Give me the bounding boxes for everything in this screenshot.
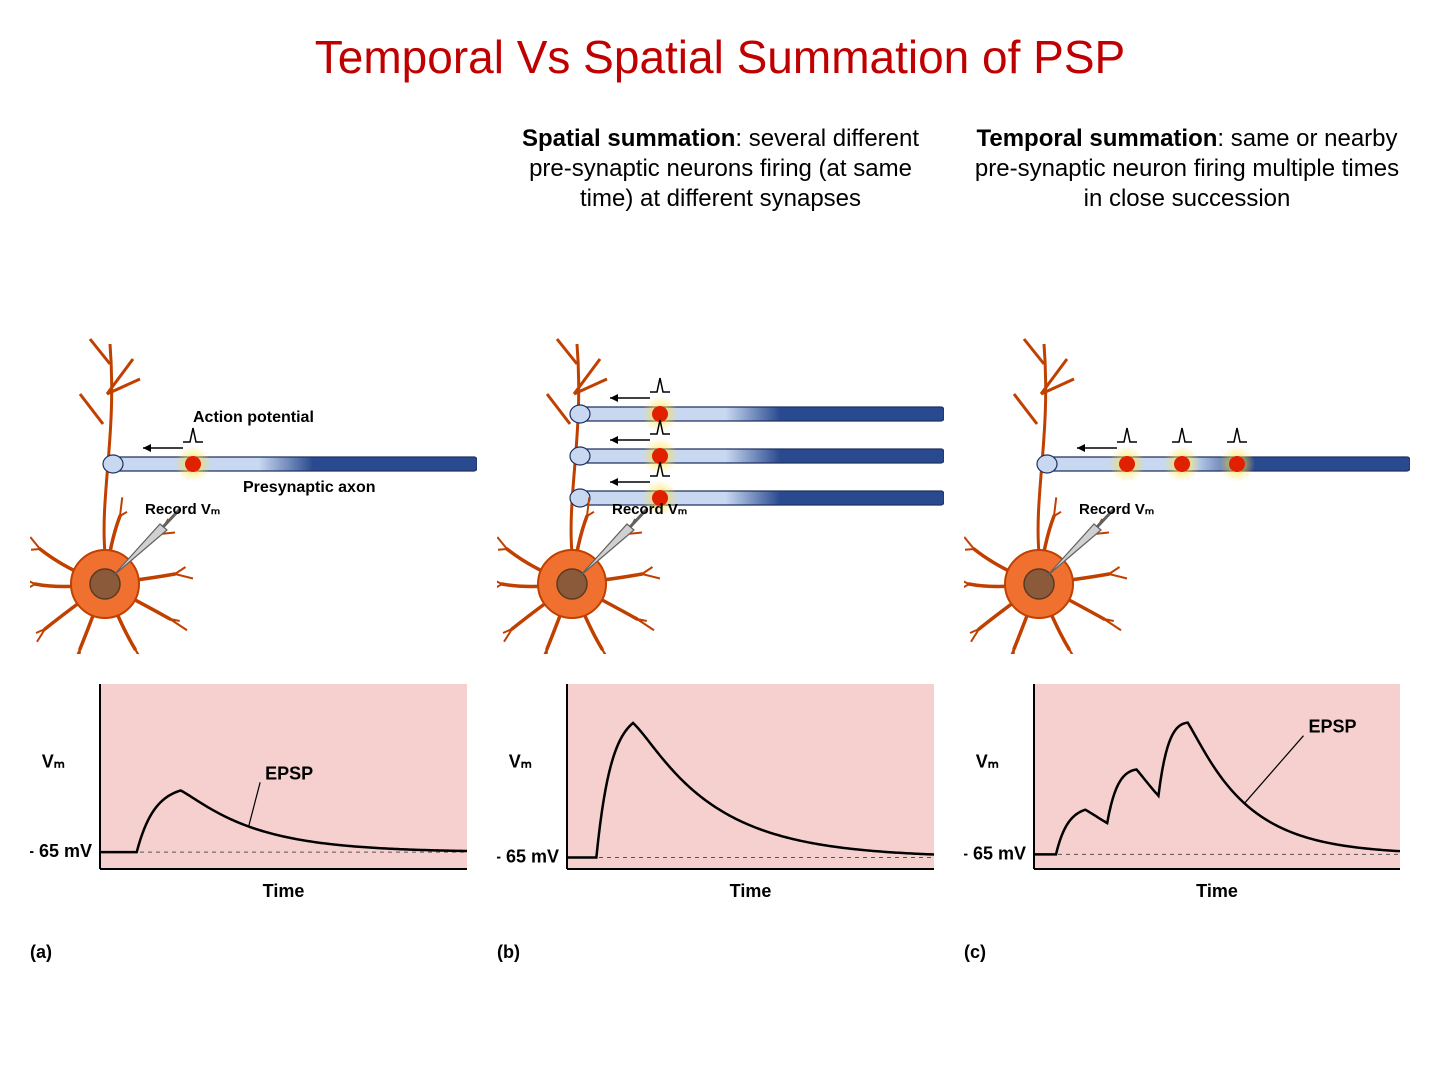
panel-a-tag: (a) [30,942,477,963]
panel-b-neuron: Record Vₘ [497,334,944,654]
svg-text:Record Vₘ: Record Vₘ [612,501,687,518]
svg-text:EPSP: EPSP [1309,717,1357,737]
svg-text:Action potential: Action potential [193,409,314,426]
panel-b-chart: Vₘ – 65 mV Time [497,674,944,934]
panels-row: Action potential Presynaptic axon Record V… [30,124,1410,963]
page-title: Temporal Vs Spatial Summation of PSP [30,30,1410,84]
svg-text:Time: Time [730,881,772,901]
svg-text:Presynaptic axon: Presynaptic axon [243,479,376,496]
svg-text:Time: Time [1196,881,1238,901]
panel-a: Action potential Presynaptic axon Record V… [30,124,477,963]
panel-c: Temporal summation: same or nearby pre-s… [964,124,1410,963]
panel-b-tag: (b) [497,942,944,963]
panel-b: Spatial summation: several different pre… [497,124,944,963]
svg-text:Vₘ: Vₘ [42,751,65,771]
panel-c-desc: Temporal summation: same or nearby pre-s… [964,124,1410,324]
svg-text:Vₘ: Vₘ [509,751,532,771]
panel-a-desc [30,124,477,324]
panel-c-neuron: Record Vₘ [964,334,1410,654]
panel-c-tag: (c) [964,942,1410,963]
svg-text:Record Vₘ: Record Vₘ [1079,501,1154,518]
svg-text:Record Vₘ: Record Vₘ [145,501,220,518]
svg-text:EPSP: EPSP [265,763,313,783]
svg-text:Time: Time [263,881,305,901]
svg-text:– 65 mV: – 65 mV [964,843,1026,863]
svg-text:– 65 mV: – 65 mV [497,846,559,866]
svg-text:Vₘ: Vₘ [976,751,999,771]
panel-c-chart: Vₘ – 65 mV Time EPSP [964,674,1410,934]
panel-a-chart: Vₘ – 65 mV Time EPSP [30,674,477,934]
panel-b-desc: Spatial summation: several different pre… [497,124,944,324]
panel-a-neuron: Action potential Presynaptic axon Record V… [30,334,477,654]
svg-text:– 65 mV: – 65 mV [30,841,92,861]
